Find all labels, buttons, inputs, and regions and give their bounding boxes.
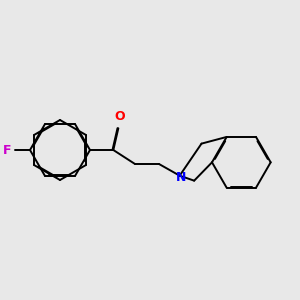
Text: N: N (176, 171, 187, 184)
Text: F: F (3, 143, 12, 157)
Text: O: O (115, 110, 125, 123)
